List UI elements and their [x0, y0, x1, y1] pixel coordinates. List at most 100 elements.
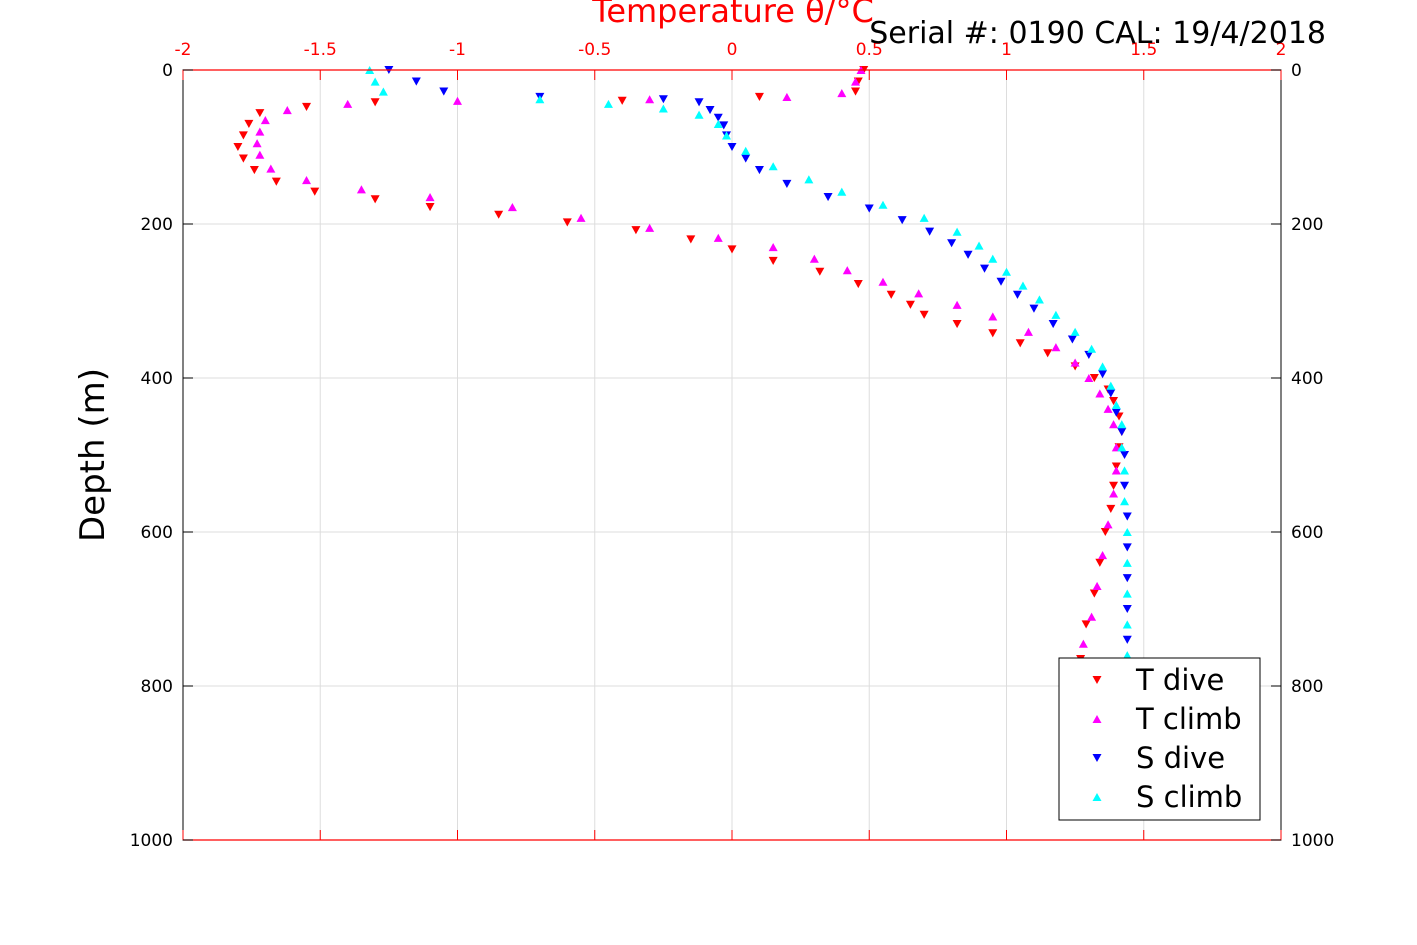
- data-point: [974, 241, 984, 250]
- data-point: [249, 166, 259, 175]
- data-point: [238, 131, 248, 140]
- x-tick-label: -0.5: [578, 40, 611, 60]
- series-s-climb: [365, 65, 1132, 660]
- y-tick-label-left: 1000: [130, 831, 173, 851]
- data-point: [411, 77, 421, 86]
- data-point: [1084, 350, 1094, 359]
- data-point: [370, 98, 380, 107]
- x-tick-label: 2: [1276, 40, 1287, 60]
- data-point: [266, 164, 276, 173]
- data-point: [837, 187, 847, 196]
- data-point: [980, 264, 990, 273]
- y-tick-label-right: 600: [1291, 523, 1323, 543]
- data-point: [823, 193, 833, 202]
- data-point: [1029, 304, 1039, 313]
- legend-marker: [1092, 714, 1102, 724]
- data-point: [686, 235, 696, 244]
- data-point: [864, 204, 874, 213]
- data-point: [694, 98, 704, 107]
- data-point: [1092, 581, 1102, 590]
- data-point: [988, 312, 998, 321]
- data-point: [1122, 620, 1132, 629]
- data-point: [1015, 339, 1025, 348]
- series-s-dive: [384, 65, 1132, 667]
- grid: [183, 70, 1281, 840]
- serial-calibration-annotation: Serial #: 0190 CAL: 19/4/2018: [869, 16, 1326, 51]
- data-point: [1023, 327, 1033, 336]
- data-point: [809, 254, 819, 263]
- data-point: [645, 95, 655, 104]
- data-point: [260, 116, 270, 125]
- data-point: [1018, 281, 1028, 290]
- data-point: [988, 254, 998, 263]
- data-point: [1120, 450, 1130, 460]
- x-tick-label: -1.5: [304, 40, 337, 60]
- data-point: [754, 166, 764, 175]
- legend-entry-label: S climb: [1136, 780, 1242, 814]
- data-point: [302, 176, 312, 185]
- data-point: [1117, 427, 1127, 436]
- data-point: [425, 193, 435, 202]
- data-point: [378, 87, 388, 96]
- data-point: [1122, 527, 1132, 537]
- data-point: [1070, 327, 1080, 336]
- data-point: [1098, 370, 1108, 379]
- data-point: [1100, 527, 1110, 537]
- data-point: [925, 227, 935, 236]
- data-point: [713, 113, 723, 122]
- data-point: [1111, 408, 1121, 417]
- data-point: [252, 139, 262, 148]
- data-point: [741, 154, 751, 163]
- data-point: [996, 277, 1006, 286]
- data-point: [658, 104, 668, 113]
- data-point: [919, 213, 929, 222]
- data-point: [271, 177, 281, 186]
- data-point: [1122, 558, 1132, 567]
- data-point: [1109, 481, 1119, 490]
- x-tick-label: -2: [175, 40, 192, 60]
- data-point: [535, 95, 545, 104]
- data-point: [255, 109, 265, 118]
- data-point: [768, 243, 778, 252]
- data-point: [343, 99, 353, 108]
- data-point: [947, 239, 957, 248]
- x-tick-label: 0: [727, 40, 738, 60]
- data-point: [722, 131, 732, 140]
- data-point: [1122, 574, 1132, 583]
- y-tick-label-left: 0: [162, 61, 173, 81]
- y-tick-label-left: 400: [141, 369, 173, 389]
- data-point: [1012, 290, 1022, 299]
- data-point: [1106, 381, 1116, 390]
- data-point: [1109, 489, 1119, 498]
- data-point: [694, 110, 704, 119]
- data-point: [1103, 520, 1113, 529]
- data-point: [851, 87, 861, 96]
- legend: T dive T climb S dive S climb: [1058, 657, 1261, 821]
- x-tick-label: 0.5: [856, 40, 883, 60]
- data-point: [645, 223, 655, 232]
- data-point: [1109, 420, 1119, 429]
- data-point: [494, 210, 504, 219]
- data-point: [713, 233, 723, 242]
- data-point: [1051, 310, 1061, 319]
- data-point: [439, 87, 449, 96]
- x-tick-label: 1: [1001, 40, 1012, 60]
- data-point: [842, 266, 852, 275]
- data-point: [815, 267, 825, 276]
- data-point: [1109, 397, 1119, 406]
- data-point: [1120, 481, 1130, 490]
- data-point: [1084, 373, 1094, 383]
- x-axis-label: Temperature θ/°C: [591, 0, 874, 30]
- y-tick-label-right: 1000: [1291, 831, 1334, 851]
- data-point: [1089, 589, 1099, 598]
- data-point: [952, 300, 962, 309]
- data-point: [1111, 466, 1121, 475]
- legend-marker: [1092, 753, 1102, 763]
- y-tick-label-left: 200: [141, 215, 173, 235]
- data-point: [1120, 497, 1130, 506]
- data-point: [919, 310, 929, 319]
- legend-entry-label: S dive: [1136, 741, 1225, 775]
- data-point: [1048, 320, 1058, 329]
- data-point: [244, 119, 254, 128]
